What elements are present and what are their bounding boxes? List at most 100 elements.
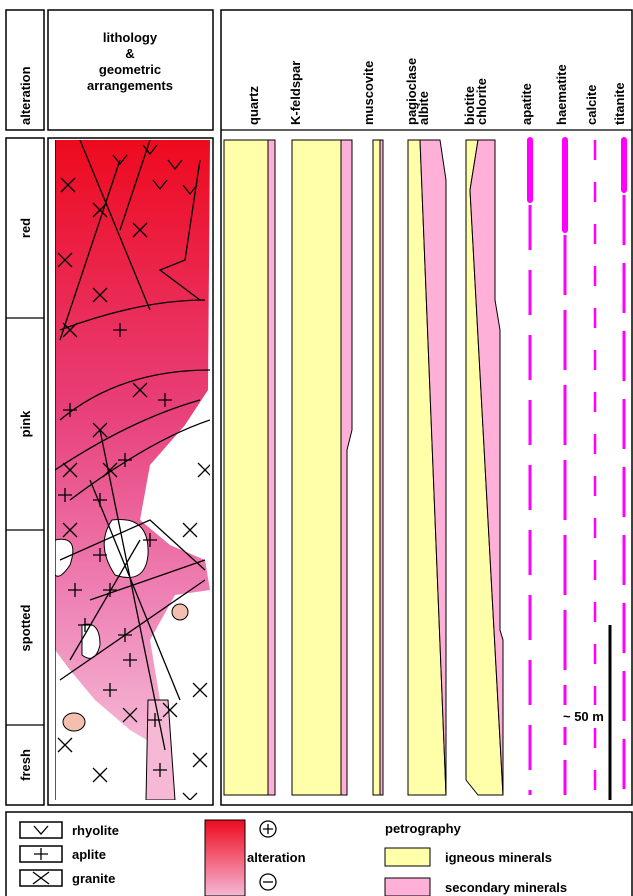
aplite-symbol bbox=[118, 628, 132, 642]
lithology-box bbox=[47, 137, 214, 806]
scale-label: ~ 50 m bbox=[563, 709, 604, 724]
granite-swatch bbox=[19, 869, 63, 887]
legend-label: igneous minerals bbox=[445, 850, 552, 865]
granite-symbol bbox=[92, 422, 108, 438]
lithology-header-box bbox=[47, 9, 214, 131]
legend-title: petrography bbox=[385, 821, 462, 836]
aplite-symbol bbox=[78, 618, 92, 632]
rock-symbols bbox=[57, 144, 210, 800]
mineral-header: muscovite bbox=[361, 61, 376, 125]
alteration-header-box bbox=[5, 9, 45, 131]
stage-box bbox=[5, 137, 45, 806]
granite-symbol bbox=[197, 462, 210, 478]
granite-symbol bbox=[192, 682, 208, 698]
granite-symbol bbox=[132, 222, 148, 238]
aplite-swatch bbox=[19, 845, 63, 863]
aplite-symbol bbox=[103, 583, 117, 597]
muscovite-secondary bbox=[379, 139, 384, 796]
mineral-header: quartz bbox=[246, 86, 261, 126]
granite-symbol bbox=[62, 522, 78, 538]
rhyolite-symbol bbox=[112, 154, 128, 166]
quartz-secondary bbox=[267, 139, 276, 796]
mineral-header: albite bbox=[416, 91, 431, 125]
alteration-swatch bbox=[204, 819, 246, 896]
legend: rhyolite aplite granite alteration petro… bbox=[19, 819, 567, 896]
granite-symbol bbox=[192, 752, 208, 768]
granite-symbol bbox=[92, 767, 108, 783]
mineral-header: K-feldspar bbox=[288, 61, 303, 125]
rhyolite-symbol bbox=[167, 159, 183, 171]
lithology-drawing bbox=[55, 140, 210, 800]
aplite-symbol bbox=[103, 683, 117, 697]
mineral-header: chlorite bbox=[474, 78, 489, 125]
aplite-symbol bbox=[68, 583, 82, 597]
mineral-box bbox=[220, 9, 633, 806]
rhyolite-swatch bbox=[19, 821, 63, 839]
stage-label: fresh bbox=[18, 749, 33, 781]
plus-icon bbox=[259, 820, 277, 838]
stage-label: pink bbox=[18, 410, 33, 437]
legend-label: alteration bbox=[247, 850, 306, 865]
legend-label: rhyolite bbox=[72, 823, 119, 838]
granite-symbol bbox=[122, 707, 138, 723]
legend-box bbox=[5, 811, 633, 896]
minus-icon bbox=[259, 873, 277, 891]
aplite-symbol bbox=[118, 453, 132, 467]
legend-label: secondary minerals bbox=[445, 880, 567, 895]
granite-symbol bbox=[182, 792, 198, 800]
quartz-igneous bbox=[223, 139, 269, 796]
lithology-header: geometric bbox=[99, 62, 161, 77]
lithology-header: & bbox=[125, 46, 134, 61]
aplite-symbol bbox=[93, 548, 107, 562]
granite-symbol bbox=[62, 322, 78, 338]
granite-symbol bbox=[57, 252, 73, 268]
granite-symbol bbox=[102, 462, 118, 478]
plagioclase-secondary bbox=[419, 139, 447, 796]
muscovite-igneous bbox=[372, 139, 381, 796]
aplite-symbol bbox=[143, 533, 157, 547]
mineral-header: calcite bbox=[584, 85, 599, 125]
legend-label: aplite bbox=[72, 847, 106, 862]
aplite-symbol bbox=[148, 713, 162, 727]
plus-icon bbox=[263, 824, 273, 834]
igneous-swatch bbox=[384, 847, 431, 867]
granite-symbol bbox=[60, 177, 76, 193]
alteration-header: alteration bbox=[18, 66, 33, 125]
spot bbox=[62, 712, 86, 732]
aplite-symbol bbox=[113, 323, 127, 337]
granite-symbol bbox=[57, 737, 73, 753]
rhyolite-symbol bbox=[33, 825, 49, 835]
rhyolite-symbol bbox=[182, 184, 198, 196]
vein bbox=[55, 140, 210, 800]
kfeldspar-igneous bbox=[291, 139, 342, 796]
aplite-dike bbox=[145, 699, 176, 800]
aplite-symbol bbox=[93, 493, 107, 507]
rhyolite-symbol bbox=[142, 144, 158, 156]
aplite-symbol bbox=[123, 653, 137, 667]
scale-label-bg bbox=[560, 705, 604, 727]
stage-label: red bbox=[18, 218, 33, 238]
secondary-swatch bbox=[384, 877, 431, 896]
mineral-headers: quartz K-feldspar muscovite pagioclasealbit… bbox=[246, 58, 627, 125]
aplite-symbol bbox=[158, 393, 172, 407]
kfeldspar-secondary bbox=[340, 139, 353, 796]
rhyolite-symbol bbox=[152, 179, 168, 191]
aplite-symbol bbox=[153, 763, 167, 777]
spot bbox=[171, 603, 189, 621]
mineral-header: pagioclase bbox=[404, 58, 419, 125]
mineral-header: biotite bbox=[462, 86, 477, 125]
granite-symbol bbox=[32, 871, 50, 885]
granite-symbol bbox=[162, 702, 178, 718]
lithology-header: arrangements bbox=[87, 78, 173, 93]
granite-symbol bbox=[92, 287, 108, 303]
stage-label: spotted bbox=[18, 604, 33, 651]
mineral-header: titanite bbox=[612, 82, 627, 125]
granite-symbol bbox=[132, 382, 148, 398]
aplite-symbol bbox=[63, 403, 77, 417]
chlorite-secondary bbox=[469, 139, 504, 796]
aplite-symbol bbox=[58, 488, 72, 502]
aplite-symbol bbox=[34, 848, 48, 860]
granite-symbol bbox=[182, 522, 198, 538]
granite-symbol bbox=[62, 462, 78, 478]
